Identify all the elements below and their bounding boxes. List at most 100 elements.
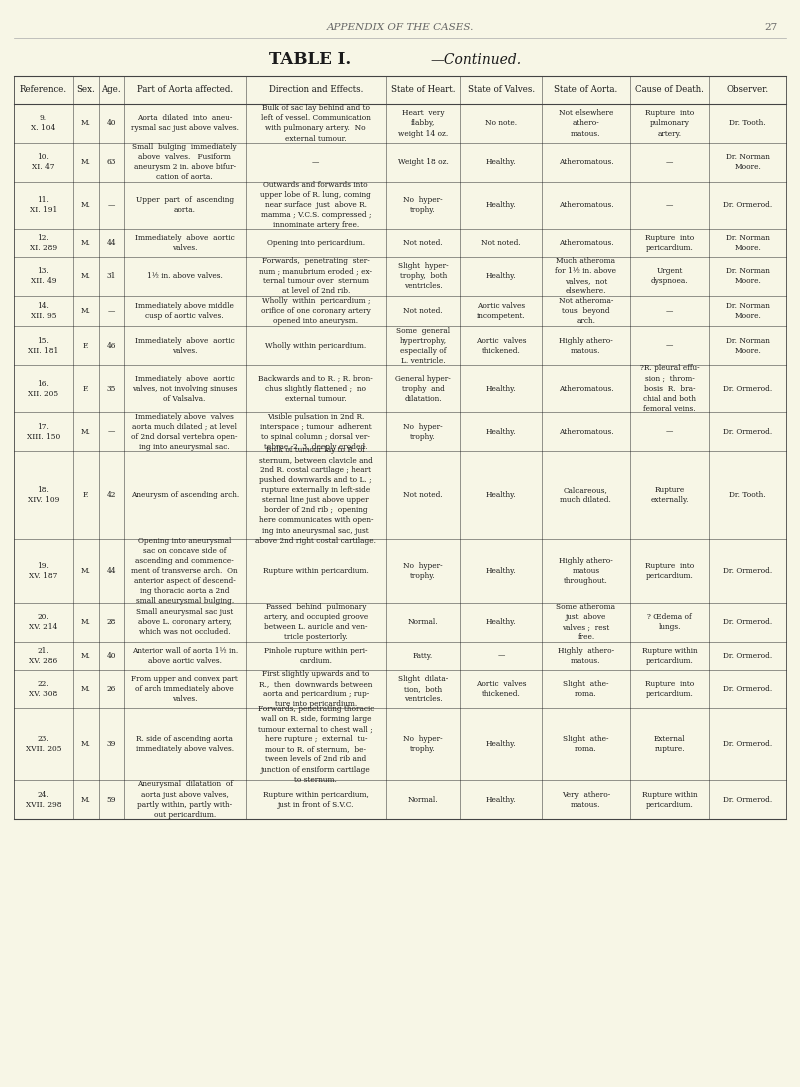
Text: Outwards and forwards into
upper lobe of R. lung, coming
near surface  just  abo: Outwards and forwards into upper lobe of… xyxy=(260,182,371,229)
Text: Dr. Ormerod.: Dr. Ormerod. xyxy=(723,651,772,660)
Text: Atheromatous.: Atheromatous. xyxy=(558,159,614,166)
Text: M.: M. xyxy=(81,272,90,280)
Text: 40: 40 xyxy=(106,120,116,127)
Text: 16.
XII. 205: 16. XII. 205 xyxy=(28,379,58,398)
Text: 40: 40 xyxy=(106,651,116,660)
Text: Dr. Norman
Moore.: Dr. Norman Moore. xyxy=(726,267,770,285)
Text: F.: F. xyxy=(82,491,89,499)
Text: Aortic  valves
thickened.: Aortic valves thickened. xyxy=(476,680,526,698)
Text: Rupture  into
pericardium.: Rupture into pericardium. xyxy=(645,234,694,252)
Text: 28: 28 xyxy=(106,619,116,626)
Text: —: — xyxy=(107,427,115,436)
Text: M.: M. xyxy=(81,685,90,694)
Text: Dr. Ormerod.: Dr. Ormerod. xyxy=(723,567,772,575)
Text: Wholly within pericardium.: Wholly within pericardium. xyxy=(265,341,366,350)
Text: 11.
XI. 191: 11. XI. 191 xyxy=(30,197,57,214)
Text: —: — xyxy=(107,307,115,315)
Text: Not noted.: Not noted. xyxy=(403,307,443,315)
Text: 13.
XII. 49: 13. XII. 49 xyxy=(30,267,56,285)
Text: Much atheroma
for 1½ in. above
valves,  not
elsewhere.: Much atheroma for 1½ in. above valves, n… xyxy=(555,257,617,296)
Text: Dr. Norman
Moore.: Dr. Norman Moore. xyxy=(726,302,770,320)
Text: Dr. Ormerod.: Dr. Ormerod. xyxy=(723,427,772,436)
Text: Healthy.: Healthy. xyxy=(486,385,517,392)
Text: Atheromatous.: Atheromatous. xyxy=(558,385,614,392)
Text: Healthy.: Healthy. xyxy=(486,201,517,210)
Text: M.: M. xyxy=(81,239,90,247)
Text: 22.
XV. 308: 22. XV. 308 xyxy=(30,680,58,698)
Text: Dr. Ormerod.: Dr. Ormerod. xyxy=(723,685,772,694)
Text: Healthy.: Healthy. xyxy=(486,740,517,748)
Text: Dr. Ormerod.: Dr. Ormerod. xyxy=(723,619,772,626)
Text: Bulk of sac lay behind and to
left of vessel. Communication
with pulmonary arter: Bulk of sac lay behind and to left of ve… xyxy=(261,104,370,142)
Text: 44: 44 xyxy=(106,567,116,575)
Text: Normal.: Normal. xyxy=(408,619,438,626)
Text: Opening into aneurysmal
sac on concave side of
ascending and commence-
ment of t: Opening into aneurysmal sac on concave s… xyxy=(131,537,238,605)
Text: Passed  behind  pulmonary
artery, and occupied groove
between L. auricle and ven: Passed behind pulmonary artery, and occu… xyxy=(264,603,368,641)
Text: Opening into pericardium.: Opening into pericardium. xyxy=(266,239,365,247)
Text: No  hyper-
trophy.: No hyper- trophy. xyxy=(403,735,443,753)
Text: 31: 31 xyxy=(106,272,116,280)
Text: 17.
XIII. 150: 17. XIII. 150 xyxy=(26,423,60,440)
Text: M.: M. xyxy=(81,201,90,210)
Text: M.: M. xyxy=(81,120,90,127)
Text: Slight  athe-
roma.: Slight athe- roma. xyxy=(563,735,609,753)
Text: ?R. pleural effu-
sion ;  throm-
bosis  R.  bra-
chial and both
femoral veins.: ?R. pleural effu- sion ; throm- bosis R.… xyxy=(640,364,699,413)
Text: 42: 42 xyxy=(106,491,116,499)
Text: Forwards,  penetrating  ster-
num ; manubrium eroded ; ex-
ternal tumour over  s: Forwards, penetrating ster- num ; manubr… xyxy=(259,257,372,296)
Text: APPENDIX OF THE CASES.: APPENDIX OF THE CASES. xyxy=(326,24,474,33)
Text: Highly athero-
matous
throughout.: Highly athero- matous throughout. xyxy=(559,557,613,585)
Text: 46: 46 xyxy=(106,341,116,350)
Text: Heart  very
flabby,
weight 14 oz.: Heart very flabby, weight 14 oz. xyxy=(398,110,448,138)
Text: M.: M. xyxy=(81,307,90,315)
Text: Weight 18 oz.: Weight 18 oz. xyxy=(398,159,449,166)
Text: External
rupture.: External rupture. xyxy=(654,735,686,753)
Text: Rupture within
pericardium.: Rupture within pericardium. xyxy=(642,647,698,664)
Text: —: — xyxy=(498,651,505,660)
Text: Forwards, penetrating thoracic
wall on R. side, forming large
tumour external to: Forwards, penetrating thoracic wall on R… xyxy=(258,705,374,784)
Text: Atheromatous.: Atheromatous. xyxy=(558,201,614,210)
Text: 12.
XI. 289: 12. XI. 289 xyxy=(30,234,57,252)
Text: 26: 26 xyxy=(106,685,116,694)
Text: Not noted.: Not noted. xyxy=(403,491,443,499)
Text: Aneurysmal  dilatation  of
aorta just above valves,
partly within, partly with-
: Aneurysmal dilatation of aorta just abov… xyxy=(137,780,233,819)
Text: 15.
XII. 181: 15. XII. 181 xyxy=(28,337,58,354)
Text: No  hyper-
trophy.: No hyper- trophy. xyxy=(403,197,443,214)
Text: 18.
XIV. 109: 18. XIV. 109 xyxy=(28,486,59,504)
Text: 44: 44 xyxy=(106,239,116,247)
Text: Not noted.: Not noted. xyxy=(482,239,521,247)
Text: 24.
XVII. 298: 24. XVII. 298 xyxy=(26,790,61,809)
Text: Not atheroma-
tous  beyond
arch.: Not atheroma- tous beyond arch. xyxy=(558,297,613,325)
Text: Healthy.: Healthy. xyxy=(486,491,517,499)
Text: 27: 27 xyxy=(765,24,778,33)
Text: —: — xyxy=(666,307,674,315)
Text: F.: F. xyxy=(82,385,89,392)
Text: M.: M. xyxy=(81,567,90,575)
Text: Dr. Ormerod.: Dr. Ormerod. xyxy=(723,385,772,392)
Text: Slight  hyper-
trophy,  both
ventricles.: Slight hyper- trophy, both ventricles. xyxy=(398,262,449,290)
Text: 35: 35 xyxy=(106,385,116,392)
Text: —: — xyxy=(666,341,674,350)
Text: Wholly  within  pericardium ;
orifice of one coronary artery
opened into aneurys: Wholly within pericardium ; orifice of o… xyxy=(261,297,370,325)
Text: Immediately  above  aortic
valves, not involving sinuses
of Valsalva.: Immediately above aortic valves, not inv… xyxy=(132,375,238,403)
Text: 1½ in. above valves.: 1½ in. above valves. xyxy=(146,272,222,280)
Text: Not elsewhere
athero-
matous.: Not elsewhere athero- matous. xyxy=(558,110,613,138)
Text: Direction and Effects.: Direction and Effects. xyxy=(269,86,363,95)
Text: Normal.: Normal. xyxy=(408,796,438,803)
Text: Dr. Ormerod.: Dr. Ormerod. xyxy=(723,740,772,748)
Text: General hyper-
trophy  and
dilatation.: General hyper- trophy and dilatation. xyxy=(395,375,451,403)
Text: Cause of Death.: Cause of Death. xyxy=(635,86,704,95)
Text: Rupture  into
pulmonary
artery.: Rupture into pulmonary artery. xyxy=(645,110,694,138)
Text: Aneurysm of ascending arch.: Aneurysm of ascending arch. xyxy=(130,491,239,499)
Text: —: — xyxy=(312,159,319,166)
Text: Not noted.: Not noted. xyxy=(403,239,443,247)
Text: Reference.: Reference. xyxy=(20,86,67,95)
Text: Bulk of tumour lay to R. of
sternum, between clavicle and
2nd R. costal cartilag: Bulk of tumour lay to R. of sternum, bet… xyxy=(255,446,376,545)
Text: Immediately above middle
cusp of aortic valves.: Immediately above middle cusp of aortic … xyxy=(135,302,234,320)
Text: Dr. Ormerod.: Dr. Ormerod. xyxy=(723,796,772,803)
Text: No note.: No note. xyxy=(485,120,518,127)
Text: —: — xyxy=(107,201,115,210)
Text: From upper and convex part
of arch immediately above
valves.: From upper and convex part of arch immed… xyxy=(131,675,238,703)
Text: Observer.: Observer. xyxy=(726,86,769,95)
Text: 19.
XV. 187: 19. XV. 187 xyxy=(30,562,58,580)
Text: —: — xyxy=(666,159,674,166)
